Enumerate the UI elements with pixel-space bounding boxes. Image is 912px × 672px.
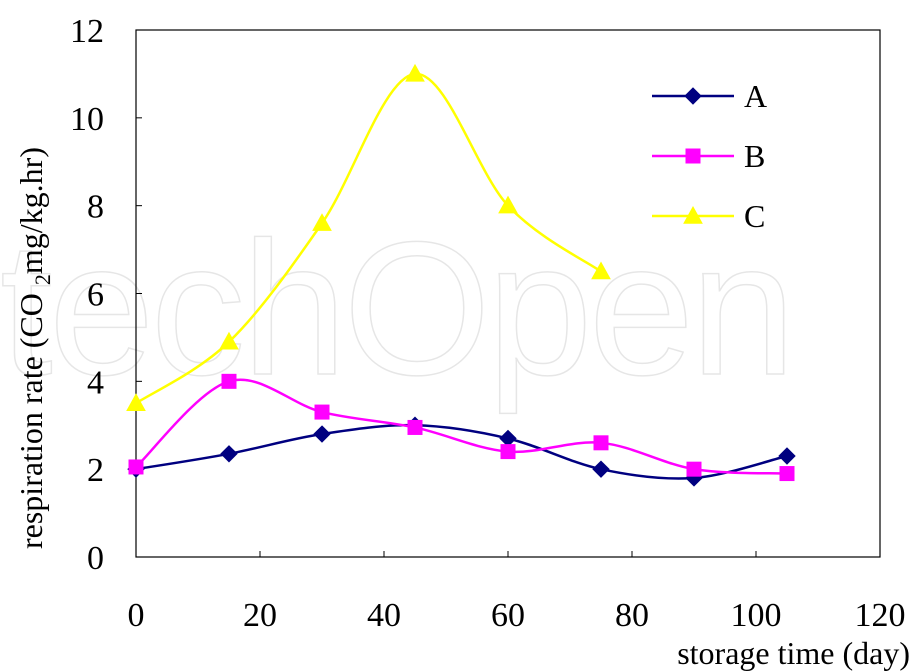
data-point-c xyxy=(126,393,146,411)
data-point-b xyxy=(128,459,144,475)
y-tick-label: 12 xyxy=(70,13,104,50)
y-tick-label: 8 xyxy=(87,189,104,226)
y-tick-label: 2 xyxy=(87,452,104,489)
x-tick-label: 120 xyxy=(855,597,906,634)
legend-item-b: B xyxy=(652,138,765,174)
data-point-b xyxy=(779,466,795,482)
data-point-a xyxy=(499,429,517,448)
y-axis-title-subscript: 2 xyxy=(30,274,55,285)
x-axis-title: storage time (day) xyxy=(677,635,910,671)
legend-label: A xyxy=(744,78,767,114)
data-point-c xyxy=(498,195,518,214)
data-point-b xyxy=(500,444,516,460)
legend-label: C xyxy=(744,198,765,234)
x-tick-label: 100 xyxy=(731,597,782,634)
data-point-a xyxy=(778,447,796,465)
x-tick-label: 0 xyxy=(128,597,145,634)
series-layer xyxy=(126,63,796,487)
series-line-c xyxy=(135,72,602,405)
legend-item-c: C xyxy=(652,198,765,234)
x-tick-label: 20 xyxy=(243,597,277,634)
data-point-c xyxy=(219,331,239,350)
series-line-a xyxy=(135,423,788,480)
y-axis-title-part-1: respiration rate (CO xyxy=(13,285,49,549)
data-point-b xyxy=(314,404,330,420)
x-tick-label: 40 xyxy=(367,597,401,634)
y-axis-title: respiration rate (CO 2mg/kg.hr) xyxy=(13,147,55,549)
y-tick-label: 4 xyxy=(87,364,104,401)
data-point-a xyxy=(592,460,610,478)
series-b xyxy=(128,373,795,482)
x-tick-label: 60 xyxy=(491,597,525,634)
legend-marker xyxy=(683,205,703,224)
data-point-c xyxy=(591,261,611,280)
legend-item-a: A xyxy=(652,78,767,114)
legend-label: B xyxy=(744,138,765,174)
data-point-b xyxy=(686,461,702,477)
x-tick-label: 80 xyxy=(615,597,649,634)
legend-marker xyxy=(685,148,701,164)
axes: 0 20 40 60 80 100 120 0 2 4 6 8 10 12 xyxy=(70,13,906,634)
plot-frame xyxy=(135,29,881,558)
data-point-c xyxy=(312,213,332,231)
data-point-c xyxy=(405,63,425,82)
data-point-b xyxy=(407,419,423,435)
legend-marker xyxy=(684,87,702,105)
legend: ABC xyxy=(652,78,767,234)
data-point-a xyxy=(313,425,331,443)
y-tick-label: 0 xyxy=(87,540,104,577)
data-point-b xyxy=(221,373,237,389)
data-point-a xyxy=(220,445,238,463)
y-axis-title-part-2: mg/kg.hr) xyxy=(13,147,49,274)
data-point-b xyxy=(593,435,609,451)
y-tick-label: 6 xyxy=(87,277,104,314)
series-line-b xyxy=(135,378,788,475)
series-c xyxy=(126,63,611,411)
y-tick-label: 10 xyxy=(70,101,104,138)
watermark: techOpen xyxy=(0,202,797,416)
